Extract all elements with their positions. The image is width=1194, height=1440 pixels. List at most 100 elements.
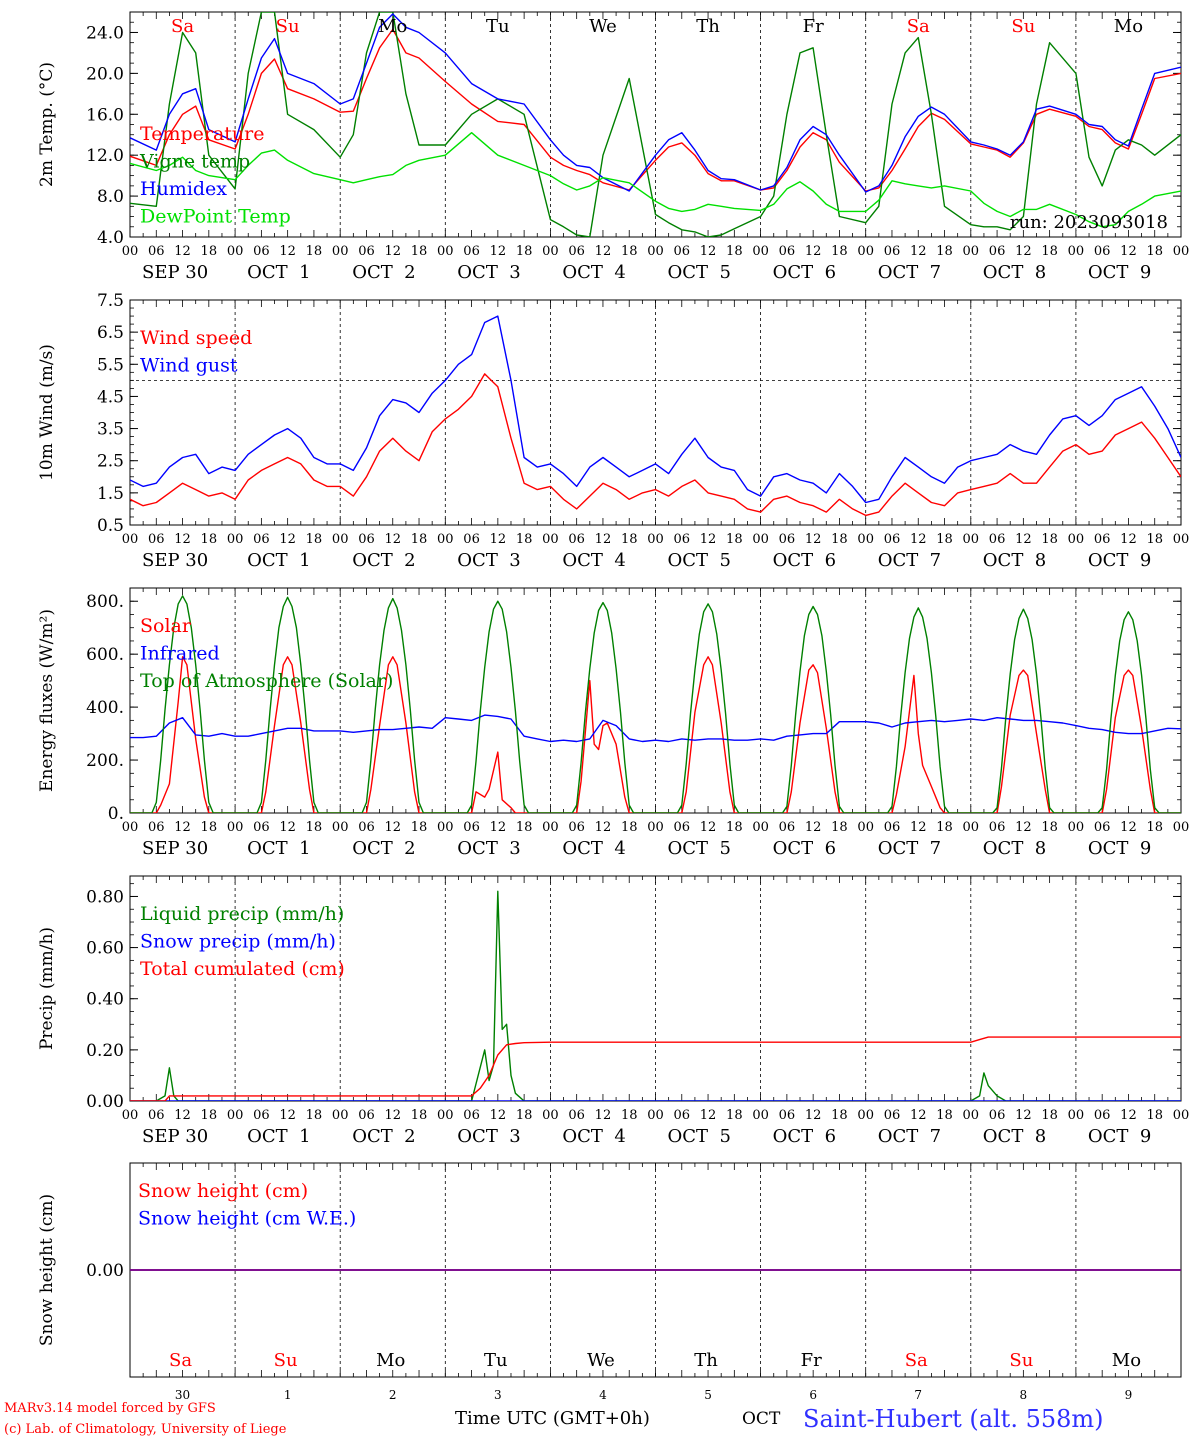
weekday-label: Sa [907, 16, 930, 37]
hour-tick-label: 12 [490, 820, 507, 835]
y-axis-label: Precip (mm/h) [37, 927, 57, 1050]
date-label: OCT 8 [983, 262, 1046, 283]
hour-tick-label: 18 [201, 532, 218, 547]
y-tick-label: 7.5 [97, 291, 124, 311]
day-number-label: 8 [1020, 1388, 1028, 1402]
hour-tick-label: 12 [910, 1108, 927, 1123]
hour-tick-label: 00 [647, 1108, 664, 1123]
date-label: OCT 6 [773, 262, 836, 283]
hour-tick-label: 12 [910, 820, 927, 835]
hour-tick-label: 06 [884, 820, 901, 835]
weekday-label: Mo [1114, 16, 1143, 37]
hour-tick-label: 12 [700, 820, 717, 835]
y-tick-label: 0.60 [86, 939, 124, 959]
hour-tick-label: 00 [227, 820, 244, 835]
hour-tick-label: 18 [621, 1108, 638, 1123]
hour-tick-label: 00 [857, 244, 874, 259]
date-label: OCT 4 [562, 1126, 625, 1147]
hour-tick-label: 00 [963, 532, 980, 547]
hour-tick-label: 18 [306, 1108, 323, 1123]
hour-tick-label: 12 [174, 532, 191, 547]
day-number-label: 2 [389, 1388, 397, 1402]
hour-tick-label: 00 [1173, 820, 1190, 835]
hour-tick-label: 06 [253, 1108, 270, 1123]
y-tick-label: 16.0 [86, 105, 124, 125]
date-label: OCT 3 [457, 1126, 520, 1147]
credit-line-2: (c) Lab. of Climatology, University of L… [4, 1422, 287, 1437]
date-label: OCT 5 [668, 838, 731, 859]
series-top-of-atmosphere-solar- [130, 595, 1181, 813]
date-label: OCT 7 [878, 550, 941, 571]
day-number-label: 5 [704, 1388, 712, 1402]
hour-tick-label: 18 [936, 532, 953, 547]
hour-tick-label: 00 [122, 532, 139, 547]
weekday-label: Su [1009, 1350, 1033, 1371]
hour-tick-label: 06 [568, 532, 585, 547]
hour-tick-label: 18 [1041, 820, 1058, 835]
y-tick-label: 1.5 [97, 484, 124, 504]
hour-tick-label: 12 [279, 244, 296, 259]
hour-tick-label: 00 [963, 244, 980, 259]
hour-tick-label: 00 [122, 244, 139, 259]
y-axis-label: Snow height (cm) [37, 1194, 57, 1346]
hour-tick-label: 06 [989, 820, 1006, 835]
hour-tick-label: 18 [411, 1108, 428, 1123]
hour-tick-label: 18 [726, 244, 743, 259]
weekday-label: Su [1011, 16, 1035, 37]
series-dewpoint-temp [130, 131, 1181, 228]
date-label: OCT 3 [457, 838, 520, 859]
hour-tick-label: 18 [516, 820, 533, 835]
legend-entry: Liquid precip (mm/h) [140, 903, 344, 925]
weekday-label: Mo [1112, 1350, 1141, 1371]
hour-tick-label: 18 [1041, 1108, 1058, 1123]
hour-tick-label: 18 [411, 244, 428, 259]
hour-tick-label: 06 [148, 244, 165, 259]
hour-tick-label: 00 [122, 1108, 139, 1123]
y-tick-label: 24.0 [86, 23, 124, 43]
hour-tick-label: 18 [831, 820, 848, 835]
hour-tick-label: 18 [621, 532, 638, 547]
hour-tick-label: 06 [358, 1108, 375, 1123]
date-label: OCT 4 [562, 550, 625, 571]
hour-tick-label: 00 [1068, 532, 1085, 547]
hour-tick-label: 12 [595, 1108, 612, 1123]
series-wind-speed [130, 373, 1181, 517]
series-group [130, 890, 1181, 1101]
hour-tick-label: 06 [989, 1108, 1006, 1123]
day-number-label: 4 [599, 1388, 607, 1402]
hour-tick-label: 00 [857, 820, 874, 835]
hour-tick-label: 18 [1146, 244, 1163, 259]
date-label: OCT 1 [247, 1126, 310, 1147]
legend-entry: Snow height (cm W.E.) [138, 1208, 356, 1230]
series-vigne-temp [130, 12, 1181, 237]
legend-entry: Humidex [140, 178, 227, 200]
date-label: OCT 3 [457, 262, 520, 283]
hour-tick-label: 06 [779, 244, 796, 259]
hour-tick-label: 00 [437, 820, 454, 835]
hour-tick-label: 12 [384, 820, 401, 835]
hour-tick-label: 06 [989, 244, 1006, 259]
y-tick-label: 6.5 [97, 323, 124, 343]
hour-tick-label: 06 [358, 532, 375, 547]
hour-tick-label: 00 [752, 1108, 769, 1123]
hour-tick-label: 00 [332, 1108, 349, 1123]
date-label: OCT 9 [1088, 1126, 1151, 1147]
date-label: OCT 6 [773, 838, 836, 859]
hour-tick-label: 18 [411, 532, 428, 547]
series-liquid-precip-mm-h- [130, 890, 1181, 1101]
run-label: run: 2023093018 [1010, 212, 1168, 233]
hour-tick-label: 12 [700, 244, 717, 259]
hour-tick-label: 12 [700, 1108, 717, 1123]
hour-tick-label: 06 [568, 820, 585, 835]
hour-tick-label: 12 [1120, 244, 1137, 259]
hour-tick-label: 00 [1068, 820, 1085, 835]
hour-tick-label: 00 [227, 244, 244, 259]
hour-tick-label: 06 [1094, 1108, 1111, 1123]
hour-tick-label: 12 [700, 532, 717, 547]
hour-tick-label: 00 [542, 1108, 559, 1123]
hour-tick-label: 06 [148, 820, 165, 835]
date-label: OCT 7 [878, 1126, 941, 1147]
y-axis-label: Energy fluxes (W/m²) [37, 609, 57, 792]
hour-tick-label: 06 [1094, 532, 1111, 547]
